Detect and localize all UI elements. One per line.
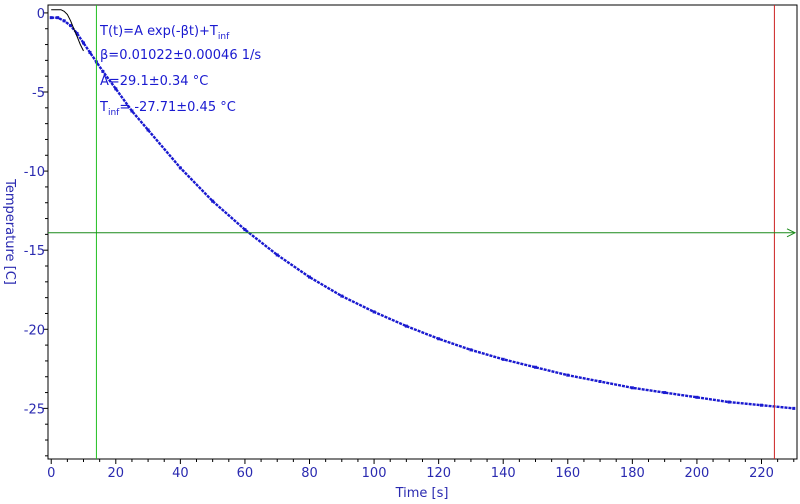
x-tick-label: 80 <box>301 466 318 481</box>
data-point <box>101 69 105 73</box>
y-axis-label: Temperature [C] <box>2 178 17 285</box>
annot-model: T(t)=A exp(-βt)+Tinf <box>99 24 230 42</box>
data-point <box>566 373 570 377</box>
data-point <box>340 294 344 298</box>
data-point <box>759 403 763 407</box>
data-point <box>88 50 92 54</box>
data-point <box>56 16 60 20</box>
axis-layer: 0 20 40 60 80 100 120 140 160 180 200 220 0 -5 -10 -15 -… <box>24 7 795 481</box>
x-tick-label: 120 <box>426 466 451 481</box>
x-tick-label: 0 <box>47 466 55 481</box>
x-tick-label: 140 <box>491 466 516 481</box>
data-point <box>630 386 634 390</box>
series-layer <box>49 9 796 410</box>
data-point <box>501 357 505 361</box>
annot-beta: β=0.01022±0.00046 1/s <box>100 48 261 63</box>
x-tick-label: 40 <box>172 466 189 481</box>
data-point <box>598 379 602 383</box>
fit-series-line <box>51 9 84 52</box>
y-tick-label: -15 <box>24 244 45 259</box>
data-point <box>211 199 215 203</box>
y-tick-label: -10 <box>24 165 45 180</box>
data-point <box>62 19 66 23</box>
x-tick-label: 100 <box>362 466 387 481</box>
data-point <box>75 31 79 35</box>
data-point <box>663 391 667 395</box>
data-point <box>308 275 312 279</box>
data-point <box>372 310 376 314</box>
y-tick-label: -5 <box>32 86 45 101</box>
data-point <box>469 348 473 352</box>
x-axis-label: Time [s] <box>395 486 449 501</box>
data-point <box>130 109 134 113</box>
data-point <box>533 365 537 369</box>
data-point <box>69 24 73 28</box>
x-tick-label: 20 <box>108 466 125 481</box>
data-point <box>82 41 86 45</box>
data-point <box>727 400 731 404</box>
data-point <box>146 128 150 132</box>
x-tick-label: 220 <box>749 466 774 481</box>
data-point <box>49 16 53 20</box>
x-tick-label: 160 <box>555 466 580 481</box>
data-point <box>695 395 699 399</box>
annot-tinf: Tinf= -27.71±0.45 °C <box>99 100 236 118</box>
fit-annotation: T(t)=A exp(-βt)+Tinf β=0.01022±0.00046 1… <box>99 24 261 118</box>
data-point <box>243 228 247 232</box>
data-point <box>404 324 408 328</box>
y-tick-label: -20 <box>24 323 45 338</box>
data-point <box>792 406 796 410</box>
annot-a: A=29.1±0.34 °C <box>100 74 208 89</box>
x-tick-label: 60 <box>237 466 254 481</box>
x-tick-label: 180 <box>620 466 645 481</box>
arrow-right-icon <box>786 228 797 238</box>
y-tick-label: 0 <box>37 7 45 22</box>
data-point <box>437 337 441 341</box>
measured-series-line <box>51 16 794 410</box>
y-tick-label: -25 <box>24 402 45 417</box>
cursor-layer[interactable] <box>48 5 797 459</box>
data-point <box>178 166 182 170</box>
data-point <box>114 87 118 91</box>
x-tick-label: 200 <box>685 466 710 481</box>
data-point <box>275 253 279 257</box>
